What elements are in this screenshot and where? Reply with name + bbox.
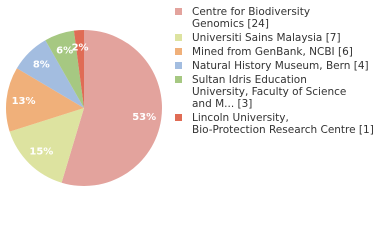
legend-label: Natural History Museum, Bern [4]: [192, 60, 369, 72]
legend-swatch: [175, 48, 182, 55]
pie-slice: [73, 30, 84, 108]
pie-slice: [45, 30, 84, 108]
pie-slice: [16, 40, 84, 108]
slice-label: 8%: [33, 60, 50, 71]
legend-swatch: [175, 76, 182, 83]
pie-slice: [9, 108, 85, 183]
legend-swatch: [175, 8, 182, 15]
pie-slice: [6, 68, 85, 132]
slice-label: 13%: [12, 96, 36, 107]
legend-swatch: [175, 114, 182, 121]
slice-label: 2%: [72, 42, 89, 53]
pie-slice: [61, 30, 163, 186]
pie-area: 53% 15% 13% 8% 6%2%: [6, 30, 163, 186]
legend-label: Sultan Idris Education University, Facul…: [192, 74, 347, 110]
legend-label: Lincoln University, Bio-Protection Resea…: [192, 112, 374, 136]
legend-swatch: [175, 34, 182, 41]
slice-label: 53%: [132, 112, 156, 123]
legend-label: Centre for Biodiversity Genomics [24]: [192, 6, 311, 30]
slice-label: 6%: [56, 45, 73, 56]
legend-swatch: [175, 62, 182, 69]
slice-label: 15%: [29, 146, 53, 157]
legend-label: Universiti Sains Malaysia [7]: [192, 32, 341, 44]
legend-label: Mined from GenBank, NCBI [6]: [192, 46, 353, 58]
